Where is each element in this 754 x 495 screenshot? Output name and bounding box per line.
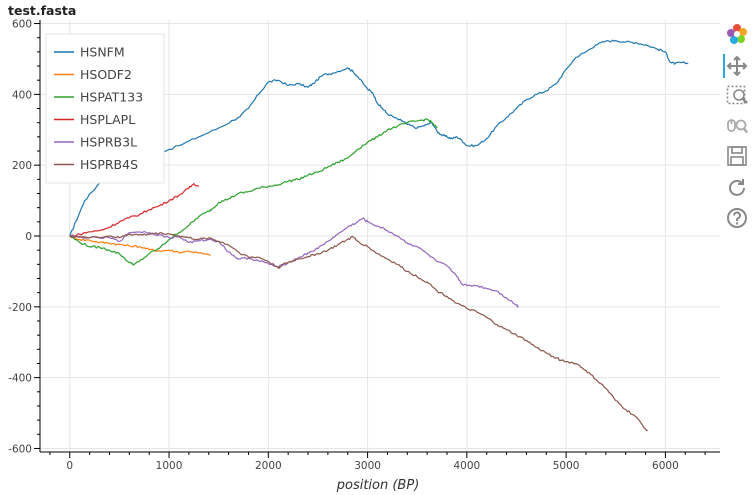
legend-label: HSPRB4S bbox=[80, 157, 138, 172]
series-line-hsnfm bbox=[69, 39, 689, 237]
box-zoom-icon[interactable] bbox=[725, 84, 749, 108]
legend-label: HSPRB3L bbox=[80, 135, 137, 150]
x-tick-label: 4000 bbox=[453, 460, 480, 472]
chart-title: test.fasta bbox=[8, 3, 77, 18]
x-tick-label: 3000 bbox=[354, 460, 381, 472]
wheel-zoom-icon[interactable] bbox=[725, 114, 749, 138]
y-tick-label: 200 bbox=[12, 160, 32, 172]
y-tick-label: 600 bbox=[12, 19, 32, 31]
x-tick-label: 6000 bbox=[652, 460, 679, 472]
legend-label: HSODF2 bbox=[80, 67, 132, 82]
legend-label: HSNFM bbox=[80, 45, 125, 60]
legend-label: HSPAT133 bbox=[80, 90, 143, 105]
x-tick-label: 2000 bbox=[255, 460, 282, 472]
bokeh-logo-icon[interactable] bbox=[725, 22, 749, 46]
y-tick-label: 400 bbox=[12, 89, 32, 101]
legend: HSNFM HSODF2 HSPAT133 HSPLAPL HSPRB3L HSPRB4S bbox=[45, 33, 165, 184]
help-icon[interactable] bbox=[725, 206, 749, 230]
y-tick-label: 0 bbox=[25, 231, 32, 243]
x-axis-label: position (BP) bbox=[336, 478, 420, 493]
series-line-hsprb4s bbox=[69, 231, 648, 432]
legend-label: HSPLAPL bbox=[80, 112, 135, 127]
active-tool-indicator bbox=[723, 54, 725, 78]
x-tick-label: 5000 bbox=[553, 460, 580, 472]
y-tick-label: -400 bbox=[8, 373, 32, 385]
pan-icon[interactable] bbox=[723, 54, 749, 78]
x-tick-label: 1000 bbox=[156, 460, 183, 472]
legend-box bbox=[45, 33, 165, 184]
save-icon[interactable] bbox=[725, 144, 749, 168]
series-line-hspat133 bbox=[69, 118, 438, 266]
series-line-hsodf2 bbox=[69, 235, 211, 257]
x-tick-label: 0 bbox=[66, 460, 73, 472]
series-line-hsprb3l bbox=[69, 217, 519, 308]
y-tick-label: -600 bbox=[8, 443, 32, 455]
axes: 0 1000 2000 3000 4000 5000 6000 -600 -400 -200 0 20… bbox=[8, 19, 720, 472]
y-tick-label: -200 bbox=[8, 302, 32, 314]
series-line-hsplapl bbox=[69, 183, 200, 237]
series-lines bbox=[69, 39, 689, 432]
reset-icon[interactable] bbox=[725, 176, 749, 200]
